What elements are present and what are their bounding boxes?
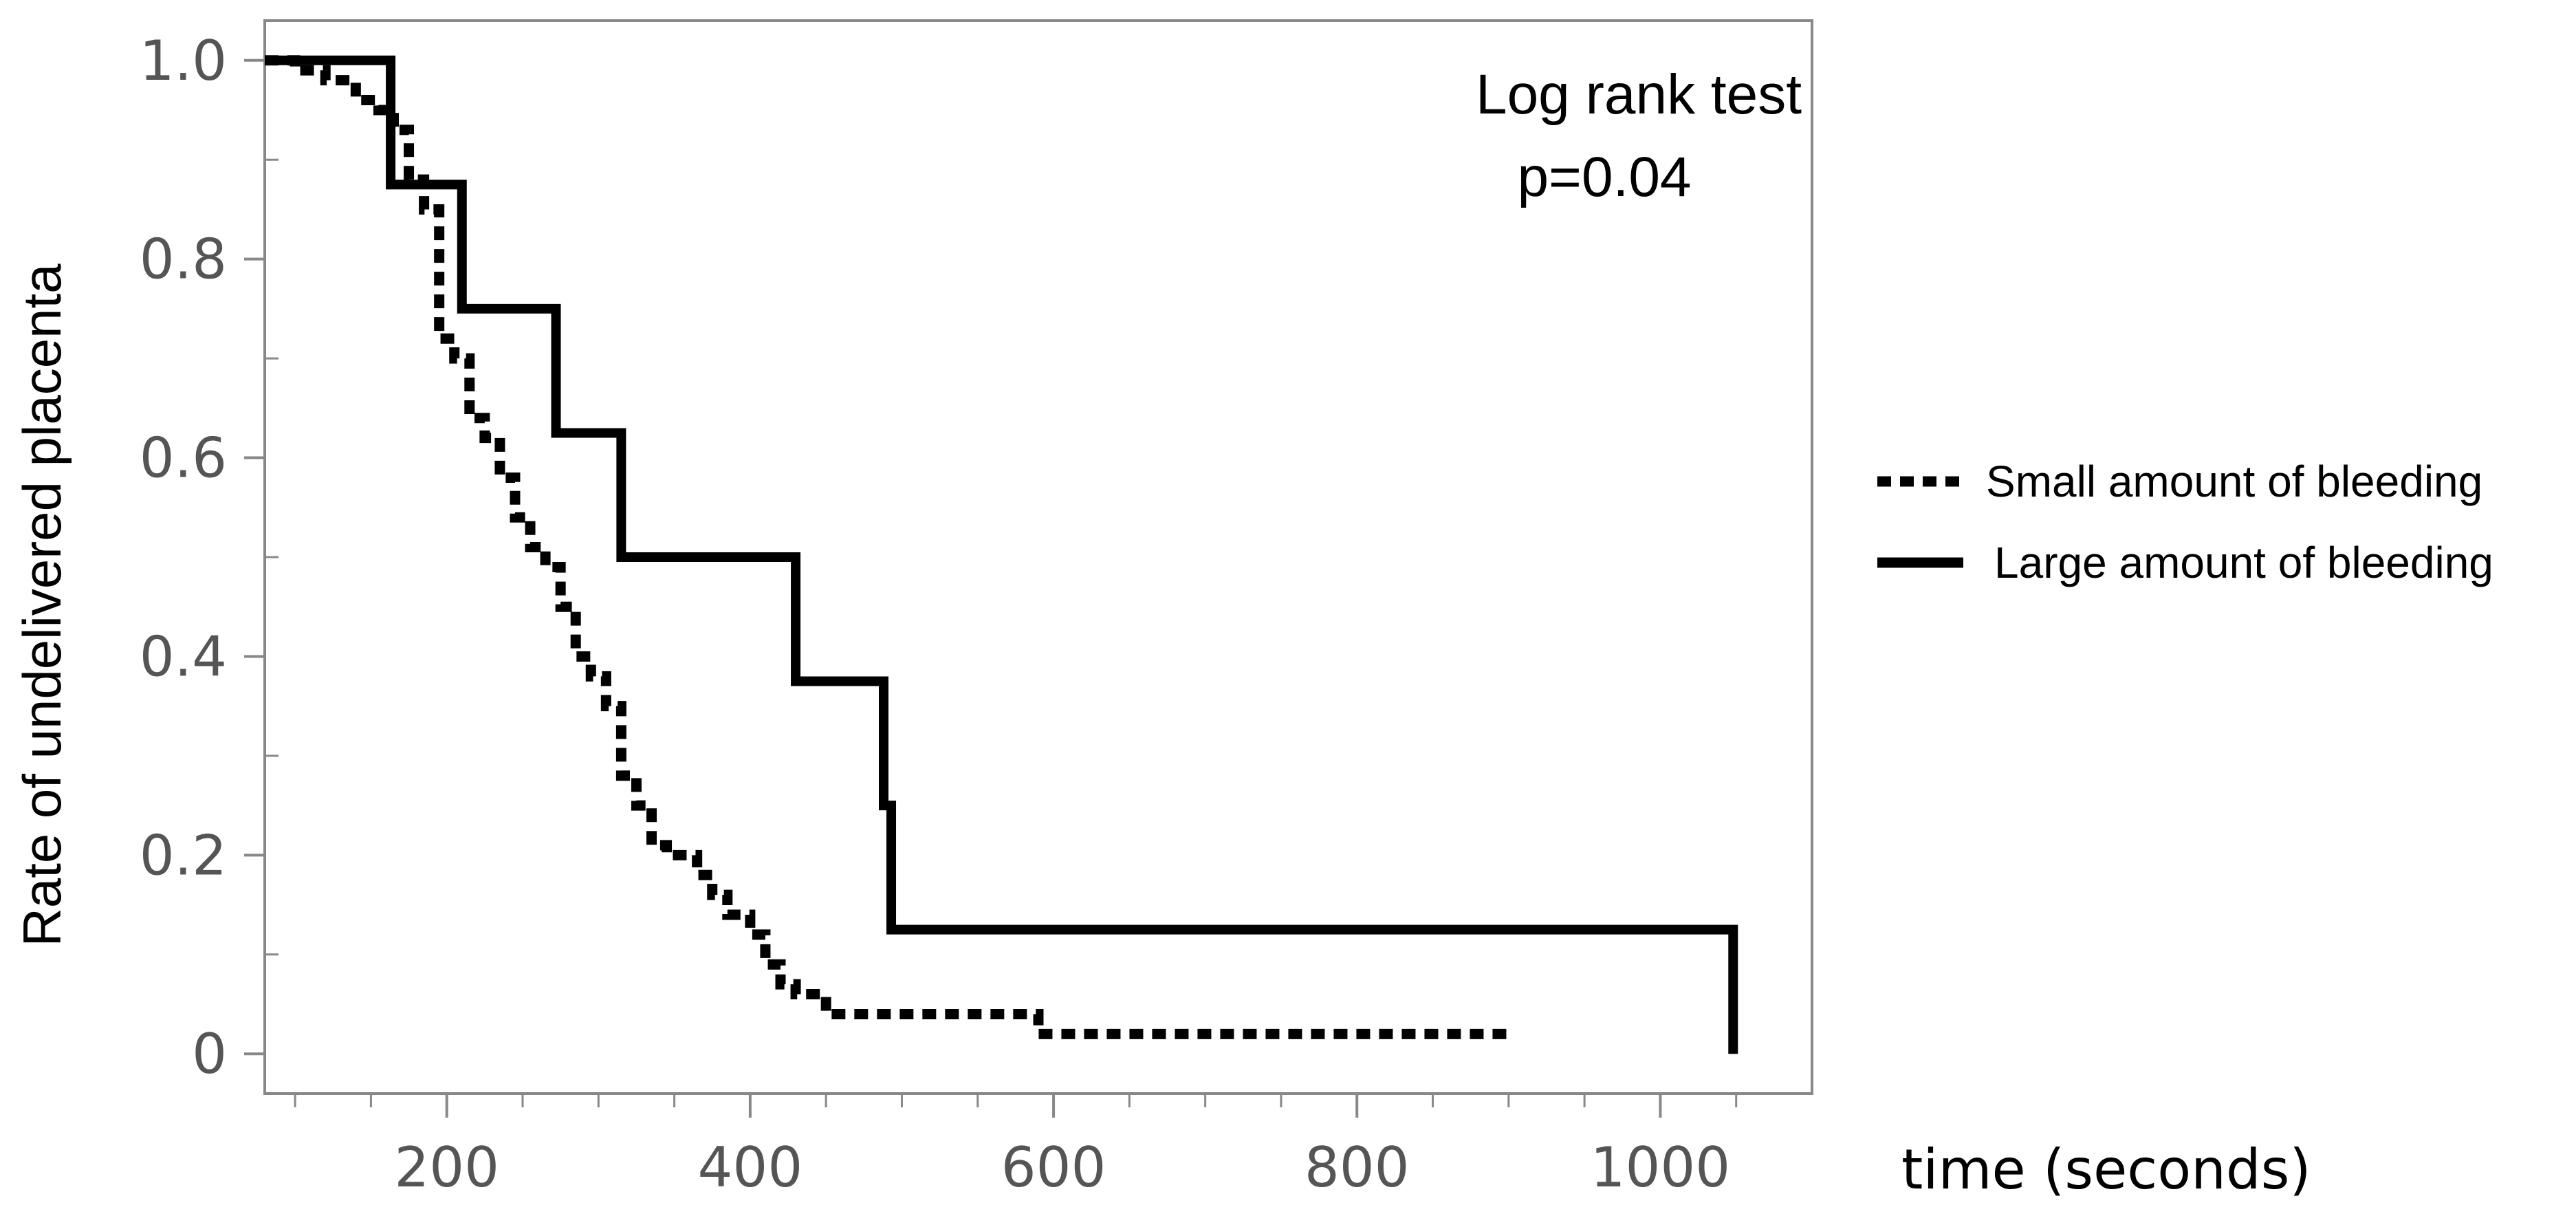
x-axis: 200 400 600 800 1000 [394,1094,1730,1199]
annotation-line-1: Log rank test [1476,63,1802,126]
y-tick-label: 0 [192,1022,227,1086]
y-tick-label: 1.0 [140,29,227,93]
minor-ticks [265,158,1738,1107]
legend: Small amount of bleeding Large amount of… [1877,457,2493,587]
x-tick-label: 200 [394,1136,499,1199]
y-tick-label: 0.8 [140,228,227,292]
series-layer [265,55,1738,1054]
x-tick-label: 600 [1001,1136,1106,1199]
series-line-small-bleeding [265,55,1509,1039]
y-axis-label: Rate of undelivered placenta [12,263,72,947]
x-tick-label: 800 [1305,1136,1410,1199]
x-axis-label: time (seconds) [1901,1138,2311,1202]
series-line-large-bleeding [265,55,1738,1054]
legend-label-large-bleeding: Large amount of bleeding [1994,538,2493,587]
y-tick-label: 0.6 [140,426,227,490]
y-axis: 0 0.2 0.4 0.6 0.8 1.0 [140,29,265,1086]
y-tick-label: 0.4 [140,625,227,688]
y-tick-label: 0.2 [140,823,227,887]
x-tick-label: 1000 [1591,1136,1731,1199]
x-tick-label: 400 [698,1136,803,1199]
legend-label-small-bleeding: Small amount of bleeding [1986,457,2482,506]
annotation-line-2: p=0.04 [1517,146,1691,208]
